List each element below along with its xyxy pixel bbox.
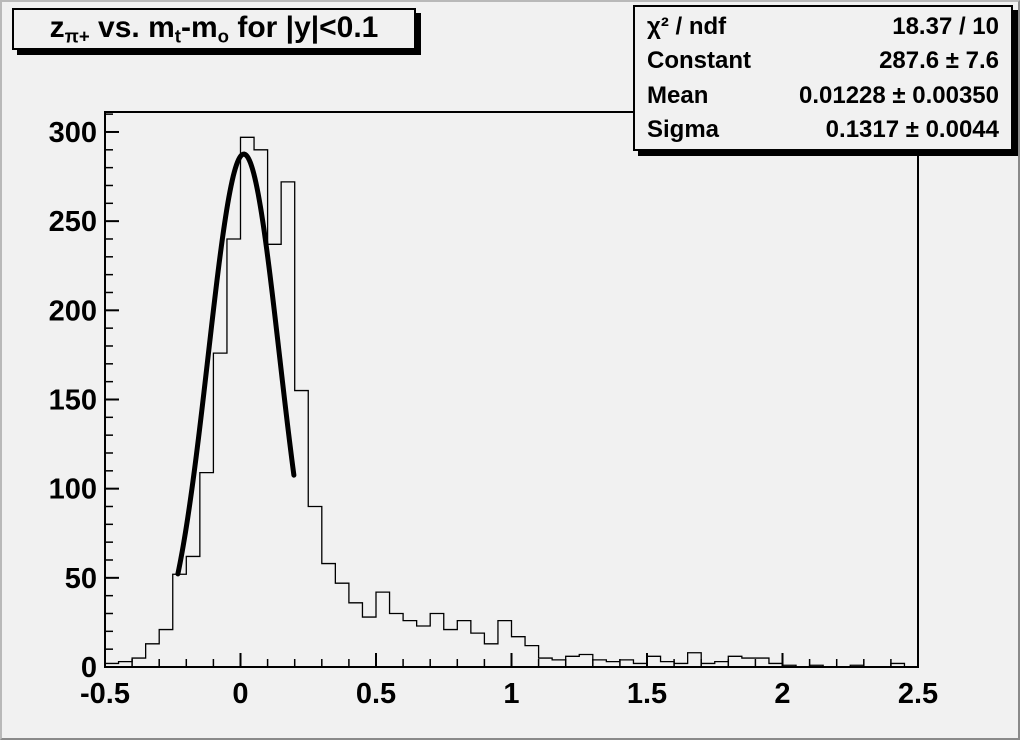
x-axis-tick-label: 1 <box>503 678 519 710</box>
y-axis-tick-label: 0 <box>81 652 97 684</box>
title-segment: z <box>49 10 65 44</box>
stats-label: Mean <box>647 81 709 109</box>
y-axis-tick-label: 300 <box>49 117 97 149</box>
title-segment: for |y|<0.1 <box>229 10 379 44</box>
stats-label: χ² / ndf <box>647 12 727 40</box>
title-subscript: o <box>217 25 230 47</box>
x-axis-tick-label: 0 <box>232 678 248 710</box>
stats-value: 0.01228 ± 0.00350 <box>798 81 999 109</box>
title-subscript: t <box>174 25 181 47</box>
x-axis-tick-label: 2 <box>774 678 790 710</box>
histogram-line <box>104 136 918 668</box>
stats-label: Sigma <box>647 116 720 144</box>
y-axis-tick-label: 200 <box>49 295 97 327</box>
stats-value: 18.37 / 10 <box>892 12 999 40</box>
title-box: zπ+ vs. mt-mo for |y|<0.1 <box>12 8 416 50</box>
x-axis-tick-label: -0.5 <box>80 678 130 710</box>
title-segment: -m <box>180 10 218 44</box>
x-axis-tick-label: 0.5 <box>356 678 396 710</box>
x-axis-tick-label: 2.5 <box>898 678 938 710</box>
stats-row: Mean 0.01228 ± 0.00350 <box>635 79 1011 112</box>
fit-curve <box>175 151 297 577</box>
title-segment: vs. m <box>89 10 175 44</box>
y-axis-tick-label: 50 <box>65 563 97 595</box>
stats-row: Sigma 0.1317 ± 0.0044 <box>635 113 1011 146</box>
stats-row: Constant 287.6 ± 7.6 <box>635 44 1011 77</box>
plot-frame <box>104 111 919 668</box>
y-axis-tick-label: 250 <box>49 206 97 238</box>
stats-label: Constant <box>647 47 751 75</box>
x-axis-tick-label: 1.5 <box>627 678 667 710</box>
title-subscript: π+ <box>64 25 90 47</box>
y-axis-tick-label: 150 <box>49 384 97 416</box>
y-axis-tick-label: 100 <box>49 474 97 506</box>
stats-value: 287.6 ± 7.6 <box>879 47 999 75</box>
stats-row: χ² / ndf 18.37 / 10 <box>635 10 1011 43</box>
stats-box: χ² / ndf 18.37 / 10 Constant 287.6 ± 7.6 Mea… <box>633 5 1013 151</box>
plot-title: zπ+ vs. mt-mo for |y|<0.1 <box>50 11 379 48</box>
stats-value: 0.1317 ± 0.0044 <box>825 116 999 144</box>
